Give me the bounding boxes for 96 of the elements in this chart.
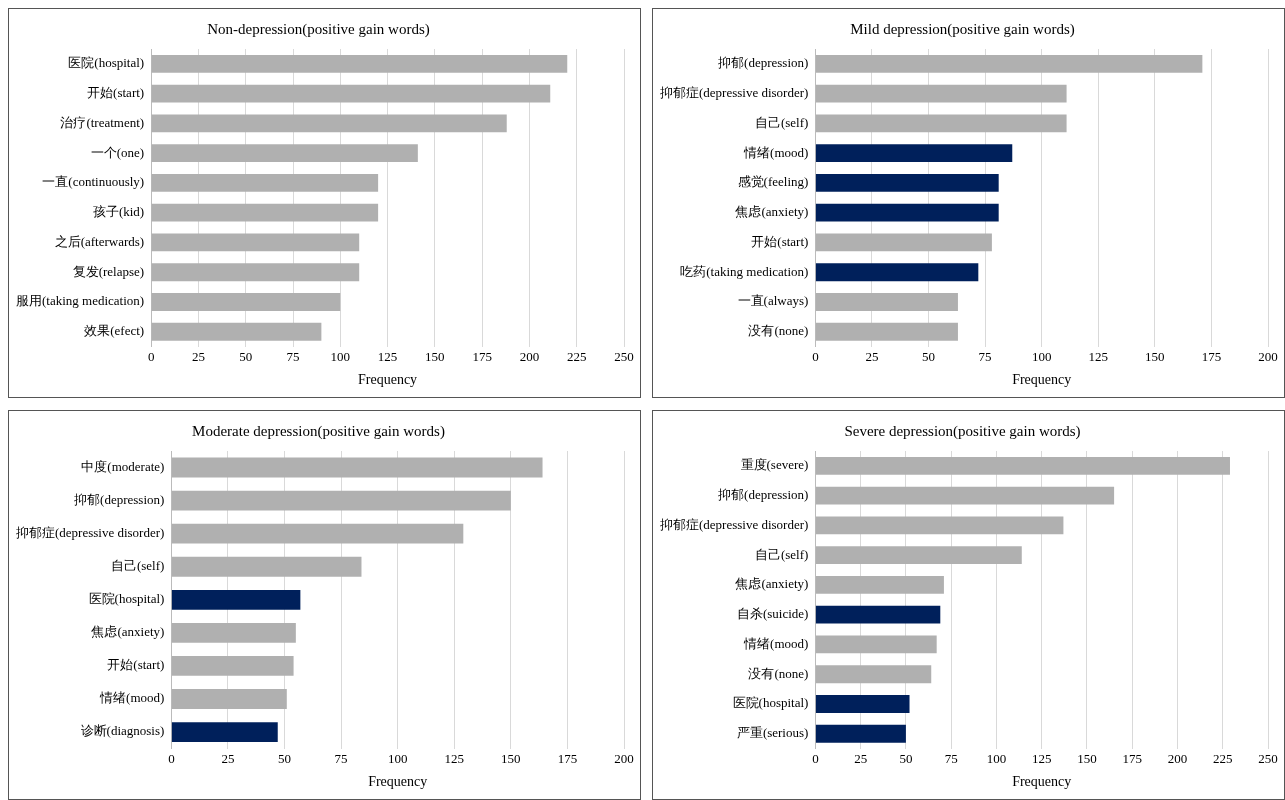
bar bbox=[171, 722, 278, 742]
x-tick-label: 50 bbox=[278, 750, 292, 766]
x-tick-label: 25 bbox=[221, 750, 235, 766]
y-tick-label: 吃药(taking medication) bbox=[680, 263, 809, 279]
x-axis-title: Frequency bbox=[1012, 372, 1072, 388]
y-tick-label: 医院(hospital) bbox=[732, 695, 809, 711]
x-tick-label: 75 bbox=[944, 750, 958, 766]
y-tick-label: 之后(afterwards) bbox=[54, 233, 145, 249]
y-tick-label: 抑郁(depression) bbox=[74, 492, 165, 508]
y-tick-label: 情绪(mood) bbox=[99, 690, 165, 706]
x-tick-label: 150 bbox=[1077, 750, 1097, 766]
x-tick-label: 0 bbox=[812, 348, 819, 364]
x-tick-label: 25 bbox=[854, 750, 868, 766]
x-tick-label: 225 bbox=[566, 348, 587, 364]
x-tick-label: 125 bbox=[1031, 750, 1052, 766]
x-tick-label: 175 bbox=[1201, 348, 1222, 364]
x-tick-label: 25 bbox=[865, 348, 879, 364]
x-tick-label: 100 bbox=[986, 750, 1007, 766]
x-tick-label: 175 bbox=[1122, 750, 1142, 766]
x-tick-label: 200 bbox=[1258, 348, 1278, 364]
x-tick-label: 150 bbox=[501, 750, 521, 766]
y-tick-label: 中度(moderate) bbox=[81, 458, 165, 474]
y-tick-label: 自杀(suicide) bbox=[736, 606, 809, 622]
x-tick-label: 125 bbox=[1088, 348, 1109, 364]
x-tick-label: 200 bbox=[614, 750, 634, 766]
y-tick-label: 孩子(kid) bbox=[92, 204, 145, 220]
y-tick-label: 严重(serious) bbox=[736, 725, 809, 741]
x-tick-label: 0 bbox=[147, 348, 155, 364]
chart-title: Severe depression(positive gain words) bbox=[844, 422, 1081, 440]
bar bbox=[815, 724, 906, 743]
x-tick-label: 150 bbox=[425, 348, 445, 364]
x-tick-label: 75 bbox=[286, 348, 300, 364]
y-tick-label: 服用(taking medication) bbox=[15, 293, 145, 309]
y-tick-label: 抑郁症(depressive disorder) bbox=[15, 525, 165, 541]
x-tick-label: 75 bbox=[978, 348, 992, 364]
y-tick-label: 焦虑(anxiety) bbox=[91, 624, 165, 640]
y-tick-label: 医院(hospital) bbox=[88, 591, 165, 607]
y-tick-label: 开始(start) bbox=[107, 657, 165, 673]
x-tick-label: 50 bbox=[899, 750, 913, 766]
y-tick-label: 没有(none) bbox=[748, 323, 809, 339]
y-tick-label: 抑郁症(depressive disorder) bbox=[659, 516, 809, 532]
x-axis-title: Frequency bbox=[358, 372, 418, 388]
x-tick-label: 25 bbox=[191, 348, 205, 364]
y-tick-label: 感觉(feeling) bbox=[737, 174, 809, 190]
y-tick-label: 开始(start) bbox=[751, 233, 809, 249]
y-tick-label: 一直(continuously) bbox=[42, 174, 145, 190]
y-tick-label: 诊断(diagnosis) bbox=[80, 723, 165, 739]
bar bbox=[815, 203, 999, 222]
y-tick-label: 焦虑(anxiety) bbox=[735, 576, 809, 592]
x-tick-label: 125 bbox=[377, 348, 398, 364]
y-tick-label: 情绪(mood) bbox=[743, 144, 809, 160]
y-tick-label: 复发(relapse) bbox=[72, 263, 145, 279]
bar bbox=[815, 263, 979, 282]
y-tick-label: 自己(self) bbox=[754, 546, 809, 562]
y-tick-label: 抑郁(depression) bbox=[718, 55, 809, 71]
x-tick-label: 75 bbox=[334, 750, 348, 766]
x-tick-label: 200 bbox=[1167, 750, 1188, 766]
x-tick-label: 250 bbox=[614, 348, 634, 364]
x-tick-label: 50 bbox=[922, 348, 936, 364]
x-tick-label: 225 bbox=[1212, 750, 1233, 766]
y-tick-label: 焦虑(anxiety) bbox=[735, 204, 809, 220]
bar bbox=[815, 144, 1013, 163]
y-tick-label: 抑郁(depression) bbox=[718, 487, 809, 503]
x-tick-label: 50 bbox=[239, 348, 253, 364]
y-tick-label: 没有(none) bbox=[748, 665, 809, 681]
chart-title: Moderate depression(positive gain words) bbox=[192, 422, 445, 440]
y-tick-label: 情绪(mood) bbox=[743, 635, 809, 651]
x-tick-label: 125 bbox=[444, 750, 465, 766]
chart-title: Non-depression(positive gain words) bbox=[207, 20, 430, 38]
bar bbox=[815, 173, 999, 192]
x-tick-label: 175 bbox=[557, 750, 578, 766]
x-tick-label: 0 bbox=[168, 750, 175, 766]
x-tick-label: 100 bbox=[387, 750, 408, 766]
y-tick-label: 开始(start) bbox=[87, 85, 145, 101]
bar bbox=[815, 605, 941, 624]
chart-title: Mild depression(positive gain words) bbox=[850, 20, 1075, 38]
y-tick-label: 抑郁症(depressive disorder) bbox=[659, 85, 809, 101]
bar bbox=[171, 589, 301, 610]
y-tick-label: 效果(efect) bbox=[84, 323, 145, 339]
y-tick-label: 一直(always) bbox=[737, 293, 809, 309]
x-tick-label: 200 bbox=[519, 348, 540, 364]
y-tick-label: 自己(self) bbox=[110, 558, 165, 574]
x-axis-title: Frequency bbox=[1012, 774, 1072, 790]
x-tick-label: 175 bbox=[472, 348, 492, 364]
x-axis-title: Frequency bbox=[368, 774, 428, 790]
y-tick-label: 重度(severe) bbox=[740, 457, 809, 473]
y-tick-label: 医院(hospital) bbox=[68, 55, 145, 71]
x-tick-label: 0 bbox=[812, 750, 819, 766]
y-tick-label: 一个(one) bbox=[90, 144, 145, 160]
y-tick-label: 自己(self) bbox=[754, 114, 809, 130]
x-tick-label: 250 bbox=[1258, 750, 1278, 766]
y-tick-label: 治疗(treatment) bbox=[60, 114, 145, 130]
x-tick-label: 100 bbox=[1031, 348, 1052, 364]
bar bbox=[815, 695, 910, 713]
x-tick-label: 150 bbox=[1145, 348, 1165, 364]
x-tick-label: 100 bbox=[330, 348, 351, 364]
